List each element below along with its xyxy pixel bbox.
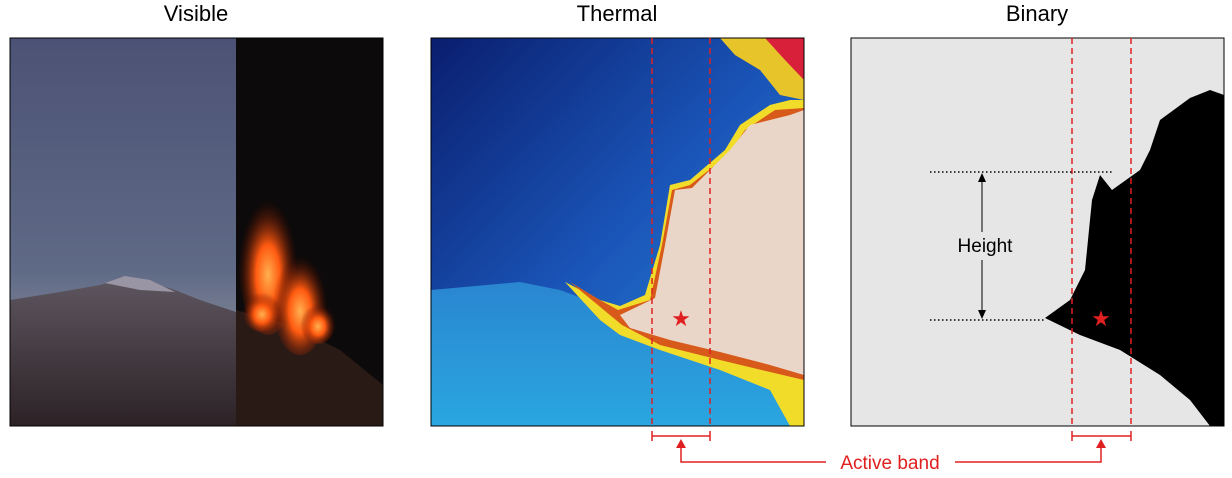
arrow-head	[676, 439, 1106, 448]
panel-title: Thermal	[577, 1, 658, 26]
thermal-image	[431, 38, 804, 426]
page: Visible Thermal Binary ★ ★	[0, 0, 1232, 473]
star: ★	[671, 306, 691, 331]
panel-title: Binary	[1006, 1, 1068, 26]
active-band-label: Active band	[840, 453, 939, 473]
panel-title: Visible	[164, 1, 228, 26]
visible-image	[10, 38, 383, 426]
binary-image	[851, 38, 1224, 426]
figure: Visible Thermal Binary ★ ★	[0, 0, 1232, 473]
star: ★	[1091, 306, 1111, 331]
height-label: Height	[958, 236, 1014, 257]
